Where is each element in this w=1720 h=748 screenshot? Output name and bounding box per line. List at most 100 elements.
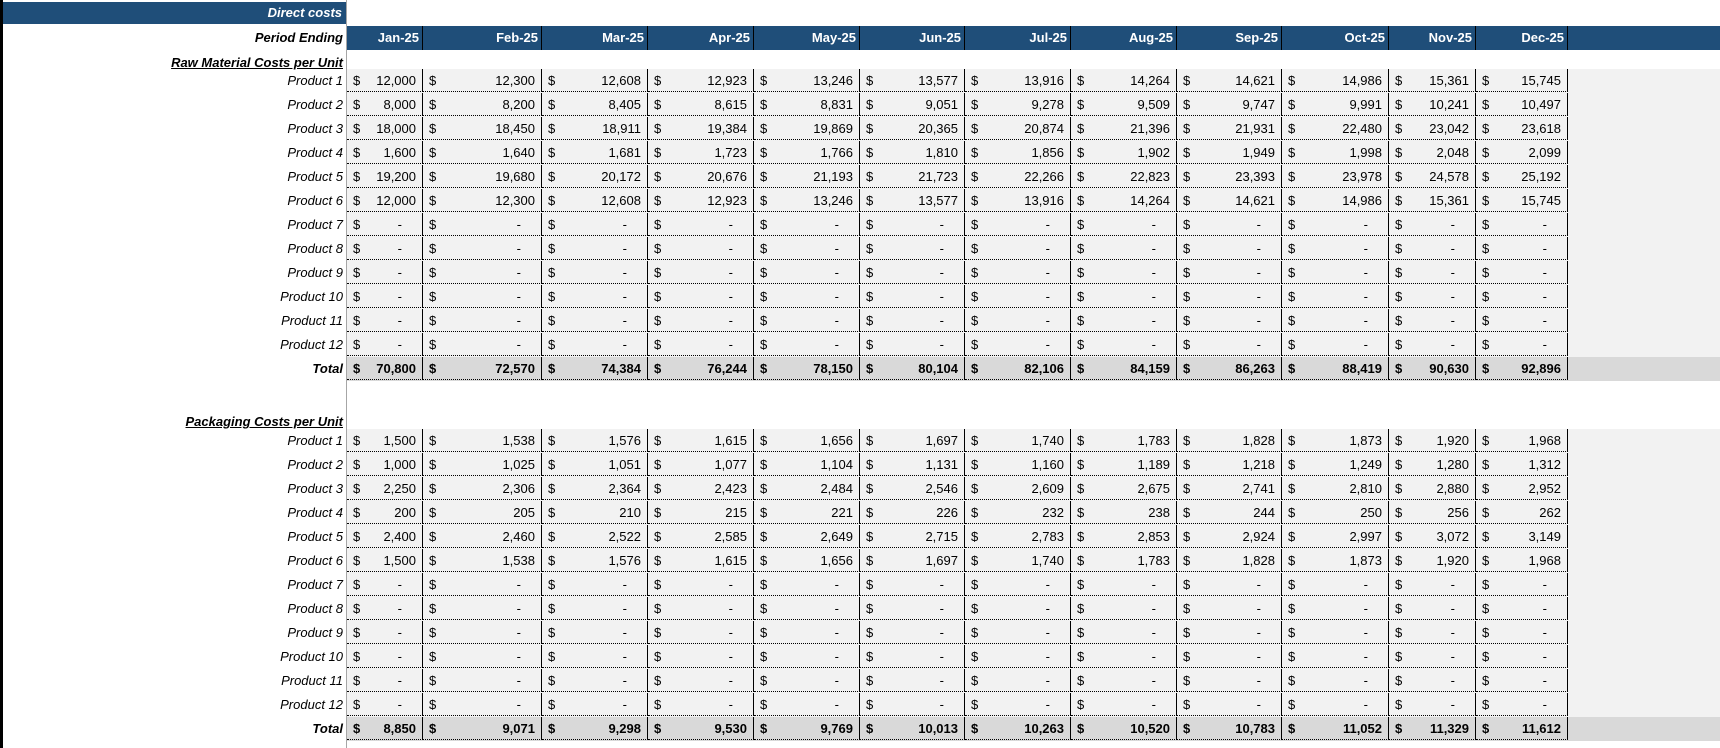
value-cell[interactable]: $ - xyxy=(1071,333,1177,356)
value-cell[interactable]: $10,013 xyxy=(860,717,965,740)
month-header-sep-25[interactable]: Sep-25 xyxy=(1177,26,1282,50)
value-cell[interactable]: $ - xyxy=(1177,645,1282,668)
month-header-may-25[interactable]: May-25 xyxy=(754,26,860,50)
value-cell[interactable]: $ - xyxy=(1071,573,1177,596)
value-cell[interactable]: $ - xyxy=(1389,261,1476,284)
value-cell[interactable]: $1,249 xyxy=(1282,453,1389,476)
value-cell[interactable]: $20,676 xyxy=(648,165,754,188)
value-cell[interactable]: $ - xyxy=(965,573,1071,596)
row-label[interactable]: Product 2 xyxy=(287,457,343,472)
value-cell[interactable]: $1,723 xyxy=(648,141,754,164)
value-cell[interactable]: $ - xyxy=(347,333,423,356)
value-cell[interactable]: $ - xyxy=(754,285,860,308)
value-cell[interactable]: $1,576 xyxy=(542,429,648,452)
value-cell[interactable]: $ - xyxy=(648,213,754,236)
value-cell[interactable]: $ - xyxy=(965,693,1071,716)
value-cell[interactable]: $ - xyxy=(423,693,542,716)
value-cell[interactable]: $9,530 xyxy=(648,717,754,740)
value-cell[interactable]: $ - xyxy=(542,309,648,332)
row-label[interactable]: Product 5 xyxy=(287,169,343,184)
value-cell[interactable]: $ - xyxy=(542,285,648,308)
value-cell[interactable]: $ - xyxy=(1282,333,1389,356)
value-cell[interactable]: $ - xyxy=(542,669,648,692)
value-cell[interactable]: $2,306 xyxy=(423,477,542,500)
value-cell[interactable]: $ - xyxy=(347,573,423,596)
value-cell[interactable]: $15,745 xyxy=(1476,189,1568,212)
value-cell[interactable]: $14,986 xyxy=(1282,189,1389,212)
value-cell[interactable]: $ - xyxy=(347,621,423,644)
row-label[interactable]: Product 12 xyxy=(280,697,343,712)
value-cell[interactable]: $2,364 xyxy=(542,477,648,500)
value-cell[interactable]: $1,998 xyxy=(1282,141,1389,164)
value-cell[interactable]: $1,600 xyxy=(347,141,423,164)
value-cell[interactable]: $ - xyxy=(1282,621,1389,644)
value-cell[interactable]: $ - xyxy=(965,621,1071,644)
value-cell[interactable]: $1,104 xyxy=(754,453,860,476)
value-cell[interactable]: $ - xyxy=(1476,309,1568,332)
raw-material-section-title[interactable]: Raw Material Costs per Unit xyxy=(171,55,343,70)
value-cell[interactable]: $11,612 xyxy=(1476,717,1568,740)
row-label[interactable]: Product 8 xyxy=(287,601,343,616)
value-cell[interactable]: $ - xyxy=(860,261,965,284)
value-cell[interactable]: $ - xyxy=(1071,645,1177,668)
value-cell[interactable]: $92,896 xyxy=(1476,357,1568,380)
value-cell[interactable]: $12,608 xyxy=(542,189,648,212)
value-cell[interactable]: $18,450 xyxy=(423,117,542,140)
value-cell[interactable]: $8,615 xyxy=(648,93,754,116)
value-cell[interactable]: $ - xyxy=(1177,285,1282,308)
value-cell[interactable]: $205 xyxy=(423,501,542,524)
value-cell[interactable]: $ - xyxy=(423,213,542,236)
value-cell[interactable]: $ - xyxy=(648,333,754,356)
value-cell[interactable]: $14,264 xyxy=(1071,69,1177,92)
row-label[interactable]: Product 1 xyxy=(287,433,343,448)
value-cell[interactable]: $ - xyxy=(648,621,754,644)
value-cell[interactable]: $1,131 xyxy=(860,453,965,476)
value-cell[interactable]: $ - xyxy=(860,237,965,260)
row-label[interactable]: Product 10 xyxy=(280,649,343,664)
value-cell[interactable]: $1,949 xyxy=(1177,141,1282,164)
value-cell[interactable]: $12,000 xyxy=(347,69,423,92)
value-cell[interactable]: $88,419 xyxy=(1282,357,1389,380)
value-cell[interactable]: $ - xyxy=(347,693,423,716)
value-cell[interactable]: $1,615 xyxy=(648,549,754,572)
value-cell[interactable]: $14,621 xyxy=(1177,189,1282,212)
value-cell[interactable]: $76,244 xyxy=(648,357,754,380)
value-cell[interactable]: $1,000 xyxy=(347,453,423,476)
value-cell[interactable]: $1,656 xyxy=(754,429,860,452)
value-cell[interactable]: $ - xyxy=(860,621,965,644)
value-cell[interactable]: $23,393 xyxy=(1177,165,1282,188)
value-cell[interactable]: $23,618 xyxy=(1476,117,1568,140)
value-cell[interactable]: $ - xyxy=(860,309,965,332)
value-cell[interactable]: $ - xyxy=(1071,669,1177,692)
value-cell[interactable]: $1,500 xyxy=(347,429,423,452)
value-cell[interactable]: $ - xyxy=(965,261,1071,284)
row-label[interactable]: Product 7 xyxy=(287,577,343,592)
value-cell[interactable]: $ - xyxy=(648,645,754,668)
value-cell[interactable]: $ - xyxy=(1177,621,1282,644)
value-cell[interactable]: $74,384 xyxy=(542,357,648,380)
value-cell[interactable]: $ - xyxy=(1282,237,1389,260)
packaging-section-title[interactable]: Packaging Costs per Unit xyxy=(185,414,343,429)
value-cell[interactable]: $215 xyxy=(648,501,754,524)
value-cell[interactable]: $ - xyxy=(1389,333,1476,356)
value-cell[interactable]: $2,810 xyxy=(1282,477,1389,500)
value-cell[interactable]: $19,384 xyxy=(648,117,754,140)
value-cell[interactable]: $1,697 xyxy=(860,549,965,572)
value-cell[interactable]: $2,924 xyxy=(1177,525,1282,548)
value-cell[interactable]: $ - xyxy=(965,237,1071,260)
value-cell[interactable]: $2,741 xyxy=(1177,477,1282,500)
value-cell[interactable]: $ - xyxy=(347,645,423,668)
value-cell[interactable]: $ - xyxy=(423,573,542,596)
value-cell[interactable]: $1,968 xyxy=(1476,549,1568,572)
value-cell[interactable]: $21,931 xyxy=(1177,117,1282,140)
value-cell[interactable]: $ - xyxy=(860,285,965,308)
value-cell[interactable]: $15,361 xyxy=(1389,69,1476,92)
value-cell[interactable]: $ - xyxy=(1389,237,1476,260)
value-cell[interactable]: $ - xyxy=(423,261,542,284)
row-label[interactable]: Product 9 xyxy=(287,265,343,280)
value-cell[interactable]: $ - xyxy=(754,621,860,644)
value-cell[interactable]: $1,615 xyxy=(648,429,754,452)
value-cell[interactable]: $22,266 xyxy=(965,165,1071,188)
row-label[interactable]: Product 12 xyxy=(280,337,343,352)
month-header-aug-25[interactable]: Aug-25 xyxy=(1071,26,1177,50)
